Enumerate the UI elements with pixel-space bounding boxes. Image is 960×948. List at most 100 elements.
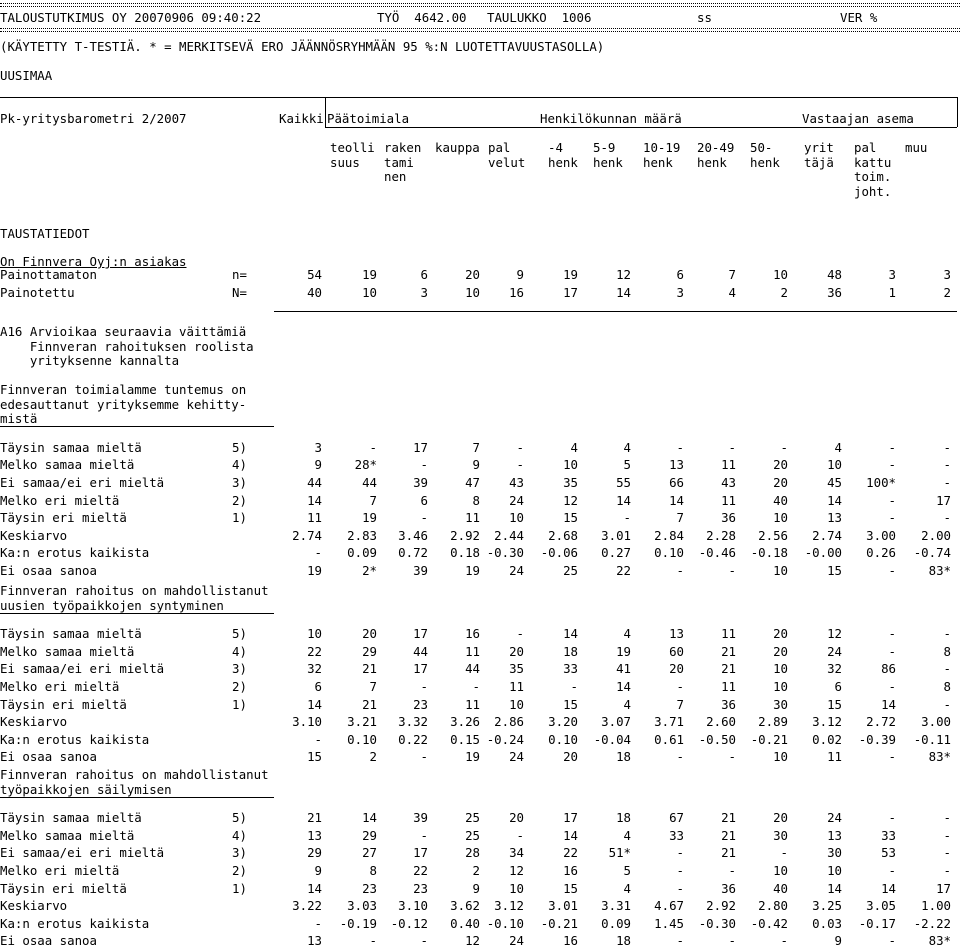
cell-value: 10 xyxy=(773,510,788,526)
cell-value: 3.46 xyxy=(398,527,428,543)
cell-value: - xyxy=(943,475,951,490)
cell-value: 25 xyxy=(465,810,480,826)
cell-value: 2.80 xyxy=(758,898,788,914)
statement-text: Finnveran toimialamme tuntemus on xyxy=(0,382,247,397)
cell-value: 2.74 xyxy=(812,527,842,543)
survey-title: Pk-yritysbarometri 2/2007 xyxy=(0,111,187,126)
cell-value: 15 xyxy=(563,880,578,896)
separator-line xyxy=(0,6,960,7)
cell-value: 0.18 xyxy=(450,545,480,561)
separator-line xyxy=(0,3,960,4)
cell-value: - xyxy=(888,439,896,455)
cell-value: 4.67 xyxy=(654,898,684,914)
row-label: Melko samaa mieltä xyxy=(0,827,135,843)
group-kaikki: Kaikki xyxy=(279,111,324,126)
section-rule xyxy=(274,311,957,312)
row-label: Melko eri mieltä xyxy=(0,679,120,694)
cell-value: 1.45 xyxy=(654,915,684,931)
column-header-label: kattu xyxy=(854,154,892,170)
cell-value: 2.56 xyxy=(758,527,788,543)
cell-value: -2.22 xyxy=(913,915,951,931)
cell-value: 19 xyxy=(307,563,322,578)
cell-value: 27 xyxy=(362,845,377,861)
cell-value: - xyxy=(728,439,736,455)
group-vastaajan-asema: Vastaajan asema xyxy=(802,111,914,126)
cell-value: 2.28 xyxy=(706,527,736,543)
column-header-label: henk xyxy=(697,154,727,170)
cell-value: - xyxy=(888,492,896,508)
section-subtitle: On Finnvera Oyj:n asiakas xyxy=(0,254,187,269)
cell-value: - xyxy=(728,749,736,765)
column-header-label: henk xyxy=(548,154,578,170)
cell-value: 20 xyxy=(465,267,480,282)
cell-value: 14 xyxy=(307,880,322,896)
separator-line xyxy=(0,31,960,32)
statement-underline xyxy=(0,796,274,798)
cell-value: 8 xyxy=(472,492,480,508)
cell-value: -0.30 xyxy=(486,545,524,561)
cell-value: 30 xyxy=(773,696,788,712)
row-label: Ei samaa/ei eri mieltä xyxy=(0,475,165,490)
cell-value: - xyxy=(369,439,377,455)
cell-value: -0.17 xyxy=(858,915,896,931)
cell-value: 7 xyxy=(472,439,480,455)
cell-value: 14 xyxy=(362,810,377,826)
cell-value: - xyxy=(420,679,428,694)
cell-value: -0.21 xyxy=(750,731,788,747)
cell-value: - xyxy=(728,563,736,578)
cell-value: - xyxy=(943,661,951,677)
column-header-label: 10-19 xyxy=(643,140,681,155)
cell-value: 11 xyxy=(721,679,736,694)
row-label: Melko samaa mieltä xyxy=(0,643,135,659)
cell-value: 3.00 xyxy=(866,527,896,543)
cell-value: 10 xyxy=(773,679,788,694)
cell-value: 14 xyxy=(563,827,578,843)
cell-value: 39 xyxy=(413,563,428,578)
row-code: 2) xyxy=(232,492,247,508)
cell-value: 5 xyxy=(623,863,631,878)
cell-value: 3.26 xyxy=(450,714,480,730)
row-code: 5) xyxy=(232,810,247,826)
cell-value: - xyxy=(369,933,377,948)
cell-value: 14 xyxy=(827,880,842,896)
cell-value: - xyxy=(420,457,428,473)
cell-value: 3 xyxy=(676,284,684,300)
column-header-label: kauppa xyxy=(435,140,480,155)
cell-value: 2* xyxy=(362,563,377,578)
cell-value: 10 xyxy=(773,749,788,765)
cell-value: - xyxy=(516,827,524,843)
cell-value: 3.03 xyxy=(347,898,377,914)
cell-value: 0.40 xyxy=(450,915,480,931)
column-header-label: henk xyxy=(593,154,623,170)
cell-value: - xyxy=(888,510,896,526)
cell-value: 40 xyxy=(307,284,322,300)
cell-value: 13 xyxy=(827,827,842,843)
cell-value: 11 xyxy=(465,643,480,659)
cell-value: 23 xyxy=(413,696,428,712)
cell-value: 15 xyxy=(563,510,578,526)
cell-value: 10 xyxy=(773,563,788,578)
cell-value: 40 xyxy=(773,880,788,896)
cell-value: - xyxy=(676,679,684,694)
cell-value: 13 xyxy=(669,626,684,642)
cell-value: 3 xyxy=(943,267,951,282)
cell-value: 32 xyxy=(307,661,322,677)
cell-value: 36 xyxy=(721,880,736,896)
cell-value: 11 xyxy=(465,696,480,712)
cell-value: 33 xyxy=(563,661,578,677)
cell-value: 2.60 xyxy=(706,714,736,730)
row-label: Keskiarvo xyxy=(0,714,68,730)
report-page: TALOUSTUTKIMUS OY 20070906 09:40:22 TYÖ … xyxy=(0,3,960,948)
cell-value: 3.00 xyxy=(921,714,951,730)
cell-value: 3.20 xyxy=(548,714,578,730)
column-header-label: henk xyxy=(750,154,780,170)
cell-value: 30 xyxy=(773,827,788,843)
cell-value: - xyxy=(780,845,788,861)
cell-value: 6 xyxy=(834,679,842,694)
column-header-label: muu xyxy=(905,140,928,155)
cell-value: 11 xyxy=(307,510,322,526)
cell-value: 14 xyxy=(881,696,896,712)
cell-value: - xyxy=(943,827,951,843)
cell-value: 20 xyxy=(563,749,578,765)
row-label: Ka:n erotus kaikista xyxy=(0,915,150,931)
